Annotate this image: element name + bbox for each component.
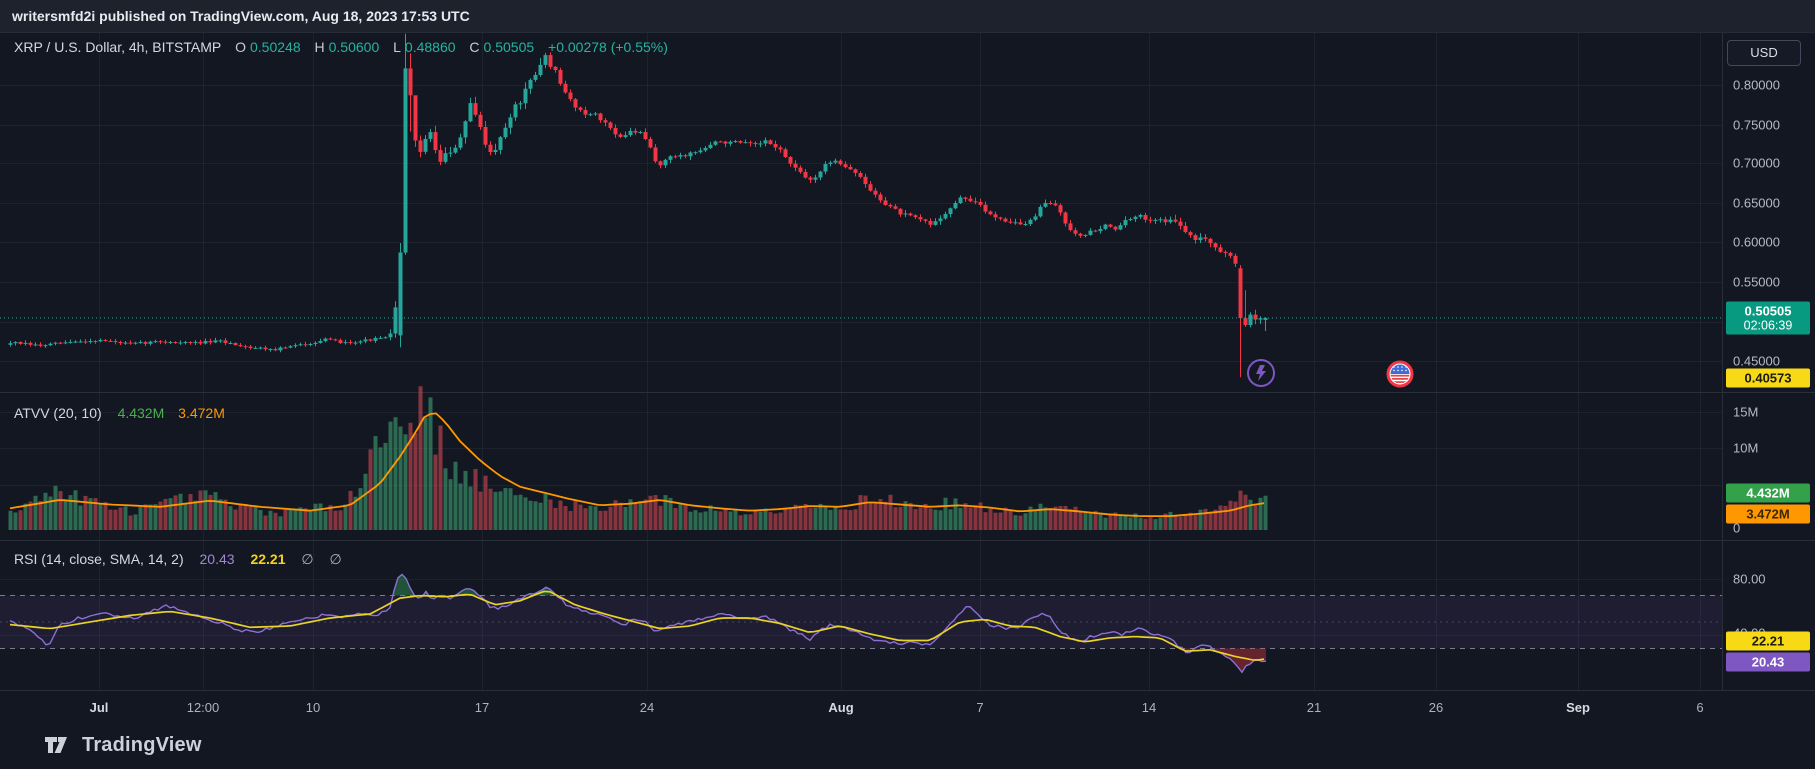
volume-value-green: 4.432M: [117, 405, 165, 421]
time-tick-label: Jul: [89, 700, 109, 715]
pane-separators[interactable]: [0, 33, 1815, 691]
tradingview-footer-link[interactable]: TradingView: [44, 733, 202, 757]
time-tick-label: 10: [305, 700, 321, 715]
price-candles-down: [18, 52, 1258, 378]
time-tick-label: 14: [1141, 700, 1157, 715]
volume-ma-line: [9, 412, 1265, 517]
ohlc-high-key: H: [314, 39, 325, 55]
rsi-indicator-legend[interactable]: RSI (14, close, SMA, 14, 2) 20.43 22.21 …: [14, 551, 346, 568]
attribution-bar: writersmfd2i published on TradingView.co…: [0, 0, 1815, 33]
time-tick-label: 6: [1696, 700, 1704, 715]
attribution-text: writersmfd2i published on TradingView.co…: [12, 8, 470, 24]
symbol-legend[interactable]: XRP / U.S. Dollar, 4h, BITSTAMP O 0.50248…: [14, 39, 672, 55]
price-axis-label: 0.70000: [1733, 155, 1780, 171]
time-tick-label: 17: [474, 700, 490, 715]
time-tick-label: Sep: [1566, 700, 1590, 715]
price-axis-label: 0.45000: [1733, 353, 1780, 369]
ohlc-close-value: 0.50505: [483, 39, 535, 55]
rsi-overbought-fill: [392, 574, 415, 596]
us-flag-event-icon[interactable]: [1386, 360, 1414, 388]
price-axis-label: 0.80000: [1733, 77, 1780, 93]
rsi-empty-value-1: ∅: [301, 551, 314, 567]
volume-indicator-legend[interactable]: ATVV (20, 10) 4.432M 3.472M: [14, 405, 229, 421]
ohlc-high-value: 0.50600: [328, 39, 380, 55]
price-candles-up: [8, 33, 1268, 353]
rsi-sma-value: 22.21: [250, 551, 286, 567]
ohlc-close-key: C: [469, 39, 480, 55]
volume-axis-label: 10M: [1733, 440, 1759, 456]
time-tick-label: 7: [976, 700, 984, 715]
symbol-title[interactable]: XRP / U.S. Dollar, 4h, BITSTAMP: [14, 39, 222, 55]
price-axis-label: 0.75000: [1733, 117, 1780, 133]
volume-bars-down: [18, 386, 1258, 530]
volume-current-badge: 4.432M: [1726, 483, 1810, 503]
rsi-empty-value-2: ∅: [329, 551, 342, 567]
volume-indicator-title[interactable]: ATVV (20, 10): [14, 405, 102, 421]
time-tick-label: Aug: [828, 700, 854, 715]
time-tick-label: 12:00: [186, 700, 220, 715]
currency-toggle-button[interactable]: USD: [1727, 40, 1801, 66]
price-change: +0.00278 (+0.55%): [548, 39, 668, 55]
time-tick-label: 26: [1428, 700, 1444, 715]
time-tick-label: 24: [639, 700, 655, 715]
lightning-event-icon[interactable]: [1247, 359, 1275, 387]
rsi-indicator-title[interactable]: RSI (14, close, SMA, 14, 2): [14, 551, 184, 567]
time-tick-label: 21: [1306, 700, 1322, 715]
ohlc-low-key: L: [393, 39, 401, 55]
tradingview-logo-icon: [45, 736, 67, 753]
rsi-sma-line: [9, 590, 1265, 661]
rsi-sma-badge: 22.21: [1726, 631, 1810, 651]
gridlines: [0, 33, 1722, 690]
price-axis-label: 0.55000: [1733, 274, 1780, 290]
rsi-line: [9, 573, 1267, 674]
ohlc-open-value: 0.50248: [250, 39, 301, 55]
rsi-value: 20.43: [199, 551, 235, 567]
bar-countdown: 02:06:39: [1743, 318, 1793, 333]
rsi-band: [0, 595, 1722, 649]
session-low-badge: 0.40573: [1726, 368, 1810, 388]
rsi-value-badge: 20.43: [1726, 652, 1810, 672]
volume-bars-up: [8, 397, 1268, 530]
ohlc-open-key: O: [235, 39, 246, 55]
volume-value-orange: 3.472M: [178, 405, 225, 421]
volume-ma-badge: 3.472M: [1726, 504, 1810, 524]
tradingview-brand-text: TradingView: [82, 733, 202, 756]
volume-axis-label: 0: [1733, 520, 1741, 536]
last-price-badge: 0.50505 02:06:39: [1726, 301, 1810, 335]
price-axis-label: 0.60000: [1733, 234, 1780, 250]
price-axis-label: 0.65000: [1733, 195, 1780, 211]
time-axis[interactable]: [0, 690, 1722, 726]
rsi-axis-label: 80.00: [1733, 571, 1766, 587]
ohlc-low-value: 0.48860: [404, 39, 456, 55]
volume-axis-label: 15M: [1733, 404, 1759, 420]
